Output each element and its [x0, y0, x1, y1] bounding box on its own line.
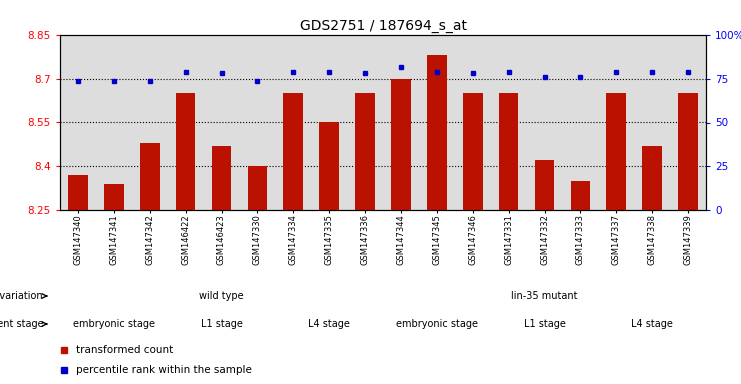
Bar [140, 143, 159, 210]
Bar [427, 55, 447, 210]
Text: L1 stage: L1 stage [201, 319, 242, 329]
Text: L4 stage: L4 stage [631, 319, 673, 329]
Bar [534, 161, 554, 210]
Text: L4 stage: L4 stage [308, 319, 350, 329]
Text: L1 stage: L1 stage [524, 319, 565, 329]
Text: transformed count: transformed count [76, 345, 173, 355]
Title: GDS2751 / 187694_s_at: GDS2751 / 187694_s_at [299, 18, 467, 33]
Bar [283, 93, 303, 210]
Text: lin-35 mutant: lin-35 mutant [511, 291, 578, 301]
Bar [319, 122, 339, 210]
Bar [463, 93, 482, 210]
Bar [212, 146, 231, 210]
Text: embryonic stage: embryonic stage [73, 319, 155, 329]
Bar [571, 181, 591, 210]
Bar [606, 93, 626, 210]
Text: percentile rank within the sample: percentile rank within the sample [76, 365, 251, 375]
Bar [499, 93, 519, 210]
Text: development stage: development stage [0, 319, 43, 329]
Bar [176, 93, 196, 210]
Text: embryonic stage: embryonic stage [396, 319, 478, 329]
Bar [355, 93, 375, 210]
Bar [678, 93, 698, 210]
Bar [642, 146, 662, 210]
Text: genotype/variation: genotype/variation [0, 291, 43, 301]
Bar [391, 79, 411, 210]
Bar [104, 184, 124, 210]
Bar [247, 166, 268, 210]
Text: wild type: wild type [199, 291, 244, 301]
Bar [68, 175, 88, 210]
